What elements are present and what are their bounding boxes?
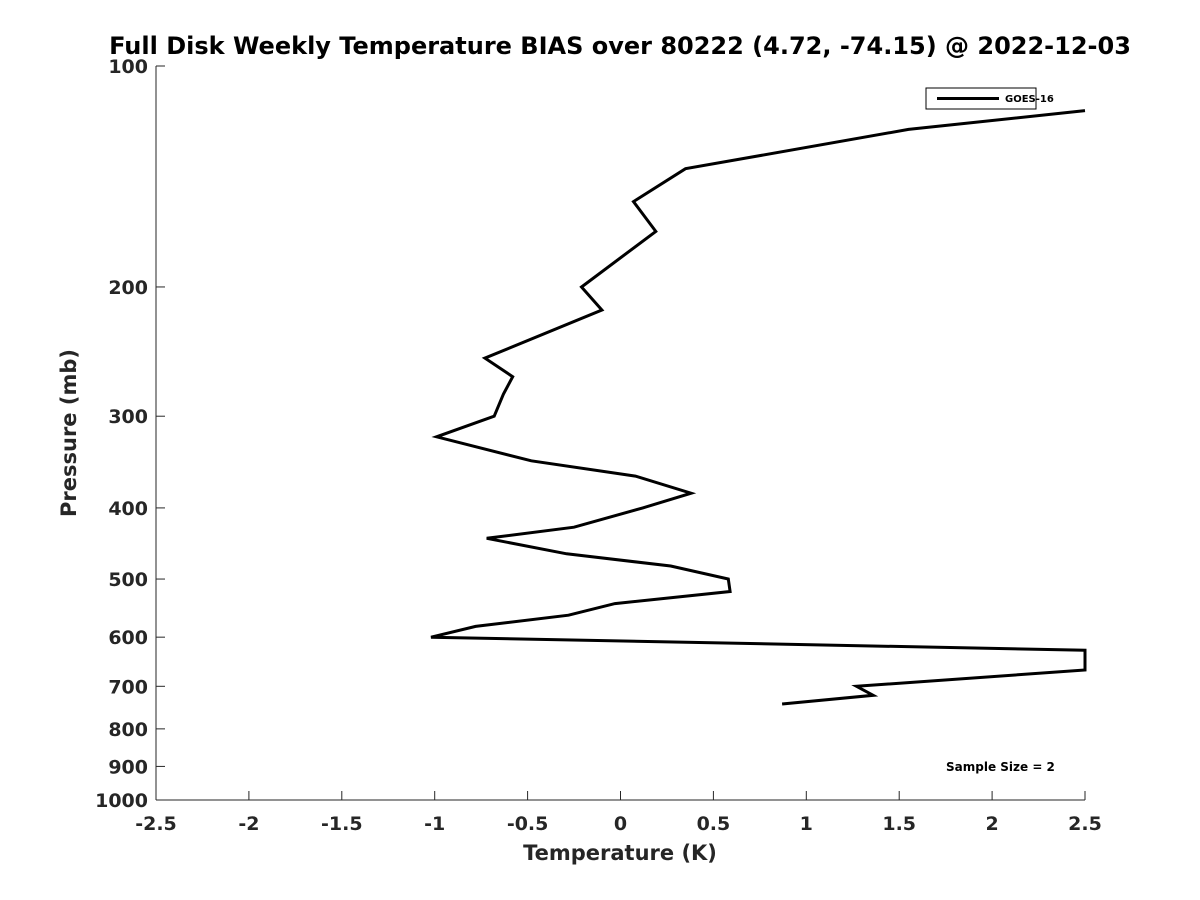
- x-axis-label: Temperature (K): [523, 841, 717, 865]
- x-tick-label: -1.5: [321, 813, 363, 835]
- x-tick-label: 1.5: [882, 813, 916, 835]
- y-tick-label: 600: [108, 627, 148, 649]
- y-axis-label: Pressure (mb): [57, 349, 81, 517]
- x-tick-label: -1: [424, 813, 445, 835]
- x-tick-label: 1: [800, 813, 813, 835]
- y-tick-label: 400: [108, 498, 148, 520]
- x-tick-label: 2: [985, 813, 998, 835]
- sample-size-annotation: Sample Size = 2: [946, 760, 1055, 774]
- y-tick-label: 500: [108, 569, 148, 591]
- y-axis-ticks: 100 200 300 400 500 600 700 800 900 1000: [95, 56, 165, 812]
- legend-label-goes-16: GOES-16: [1005, 94, 1054, 105]
- plot-area: [156, 66, 1085, 800]
- y-tick-label: 700: [108, 676, 148, 698]
- y-tick-label: 800: [108, 719, 148, 741]
- x-tick-label: -2: [238, 813, 259, 835]
- x-axis-ticks: -2.5 -2 -1.5 -1 -0.5 0 0.5 1 1.5 2 2.5: [135, 791, 1102, 835]
- x-tick-label: 2.5: [1068, 813, 1102, 835]
- y-tick-label: 200: [108, 277, 148, 299]
- y-tick-label: 300: [108, 406, 148, 428]
- x-tick-label: 0.5: [697, 813, 731, 835]
- chart-title: Full Disk Weekly Temperature BIAS over 8…: [109, 32, 1131, 60]
- legend: GOES-16: [925, 87, 1054, 110]
- y-tick-label: 1000: [95, 790, 148, 812]
- y-tick-label: 900: [108, 756, 148, 778]
- series-line-goes-16: [430, 109, 1087, 706]
- x-tick-label: 0: [614, 813, 627, 835]
- x-tick-label: -0.5: [507, 813, 549, 835]
- y-tick-label: 100: [108, 56, 148, 78]
- x-tick-label: -2.5: [135, 813, 177, 835]
